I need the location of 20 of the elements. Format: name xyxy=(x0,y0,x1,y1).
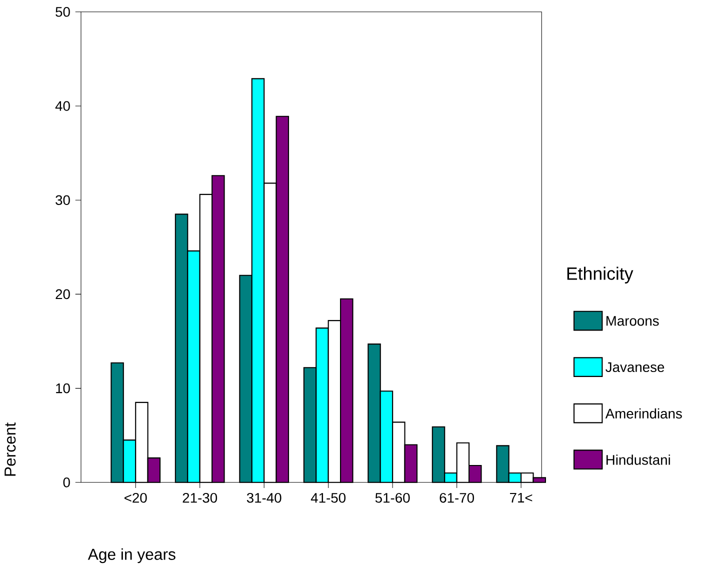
legend-label: Amerindians xyxy=(605,408,682,419)
y-tick-label: 40 xyxy=(55,101,70,112)
legend-title: Ethnicity xyxy=(567,266,634,284)
legend-label: Javanese xyxy=(606,362,664,372)
x-tick-label: 41-50 xyxy=(310,493,346,503)
x-tick-label: 21-30 xyxy=(182,493,218,503)
x-tick-label: 51-60 xyxy=(375,493,410,503)
y-tick-label: 30 xyxy=(56,195,70,206)
y-tick-label: 10 xyxy=(56,384,70,394)
x-axis-title: Age in years xyxy=(88,548,176,564)
x-tick-label: 61-70 xyxy=(440,493,474,503)
x-tick-label: <20 xyxy=(124,493,147,503)
legend-label: Maroons xyxy=(606,316,659,326)
y-tick-label: 0 xyxy=(63,478,70,488)
legend-label: Hindustani xyxy=(606,454,670,465)
x-tick-label: 31-40 xyxy=(246,493,282,503)
y-tick-label: 20 xyxy=(56,289,70,300)
x-tick-label: 71< xyxy=(510,493,532,503)
y-tick-label: 50 xyxy=(56,7,70,17)
y-axis-title: Percent xyxy=(4,422,16,476)
